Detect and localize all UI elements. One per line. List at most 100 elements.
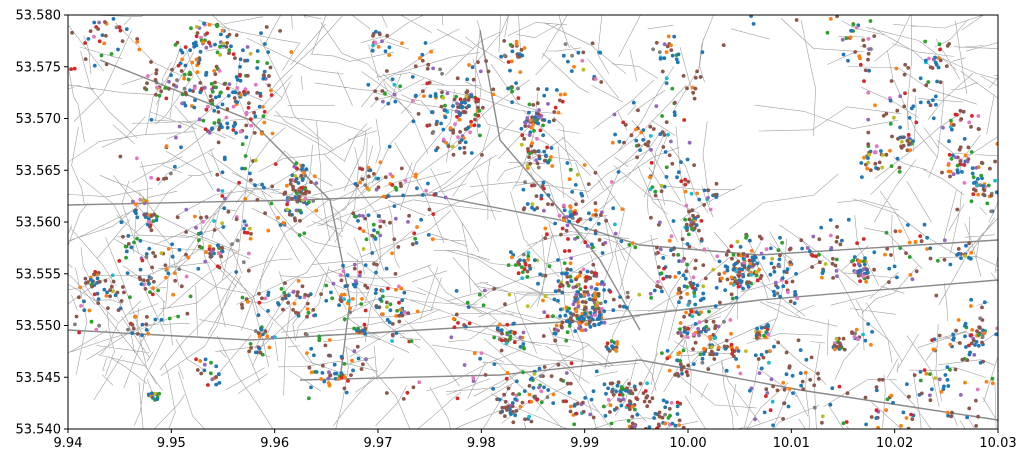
map-point [212, 228, 217, 232]
map-point [565, 271, 569, 276]
map-point [599, 307, 604, 311]
map-point [467, 321, 472, 326]
map-point [563, 42, 568, 46]
map-point [785, 267, 790, 271]
map-point [611, 346, 615, 351]
map-point [641, 138, 646, 142]
map-point [953, 367, 958, 372]
map-point [638, 381, 643, 386]
map-point [817, 237, 822, 242]
map-point [97, 20, 101, 25]
map-point [244, 223, 249, 228]
map-point [948, 262, 953, 267]
map-point [564, 399, 568, 404]
map-point [610, 389, 614, 394]
map-point [861, 38, 866, 42]
map-point [560, 320, 565, 325]
map-point [604, 218, 609, 223]
map-point [234, 131, 239, 135]
map-point [375, 230, 380, 235]
map-point [672, 34, 677, 39]
map-point [213, 42, 217, 47]
map-point [707, 309, 711, 314]
map-point [669, 248, 673, 253]
map-point [702, 203, 706, 207]
map-point [525, 163, 530, 168]
map-point [919, 239, 924, 244]
map-point [341, 269, 346, 273]
map-point [889, 164, 894, 169]
map-point [295, 290, 300, 295]
map-point [583, 311, 588, 316]
map-point [895, 156, 900, 161]
map-point [376, 214, 381, 218]
map-point [958, 159, 963, 164]
map-point [252, 110, 256, 115]
map-point [456, 135, 460, 140]
map-point [845, 391, 850, 396]
map-point [699, 219, 704, 223]
map-point [853, 50, 858, 54]
map-point [718, 300, 722, 305]
map-point [757, 371, 762, 375]
map-point [667, 368, 672, 373]
map-point [463, 97, 467, 102]
map-point [782, 387, 787, 392]
map-point [348, 310, 353, 314]
map-point [664, 274, 669, 279]
map-point [990, 381, 995, 386]
map-point [683, 182, 688, 187]
map-point [880, 377, 885, 382]
map-point [309, 385, 313, 390]
map-point [220, 102, 225, 107]
map-point [464, 90, 469, 95]
map-point [416, 112, 421, 116]
map-point [612, 112, 617, 117]
map-point [551, 401, 556, 405]
map-point [303, 173, 308, 178]
map-point [977, 127, 981, 131]
map-point [556, 110, 561, 115]
map-point [667, 274, 672, 279]
map-point [505, 322, 510, 327]
map-point [975, 387, 980, 392]
map-point [751, 22, 756, 26]
map-point [439, 104, 444, 109]
map-point [581, 409, 586, 414]
map-point [584, 279, 588, 283]
map-point [795, 296, 799, 301]
map-point [711, 319, 716, 324]
map-point [944, 64, 949, 68]
map-point [352, 326, 356, 331]
map-point [545, 395, 550, 400]
map-point [245, 300, 250, 304]
map-point [492, 335, 497, 340]
map-point [887, 266, 892, 271]
map-point [585, 269, 590, 274]
map-point [234, 217, 239, 222]
map-point [559, 282, 563, 287]
map-point [265, 61, 269, 65]
map-point [539, 196, 544, 201]
map-point [775, 291, 780, 296]
map-point [663, 150, 668, 154]
map-point [246, 268, 251, 273]
map-point [602, 288, 606, 292]
x-tick-label: 10.02 [876, 436, 913, 451]
map-point [967, 241, 972, 246]
map-point [648, 291, 653, 296]
map-point [671, 219, 676, 223]
map-point [142, 201, 147, 206]
map-point [194, 57, 199, 62]
map-point [409, 339, 414, 343]
map-point [182, 86, 187, 91]
map-point [173, 278, 178, 283]
map-point [201, 40, 206, 44]
x-tick-label: 10.03 [979, 436, 1016, 451]
map-point [825, 30, 830, 35]
map-point [253, 183, 257, 188]
map-point [738, 245, 743, 249]
map-point [220, 245, 224, 250]
map-point [581, 67, 586, 72]
map-point [684, 222, 689, 227]
